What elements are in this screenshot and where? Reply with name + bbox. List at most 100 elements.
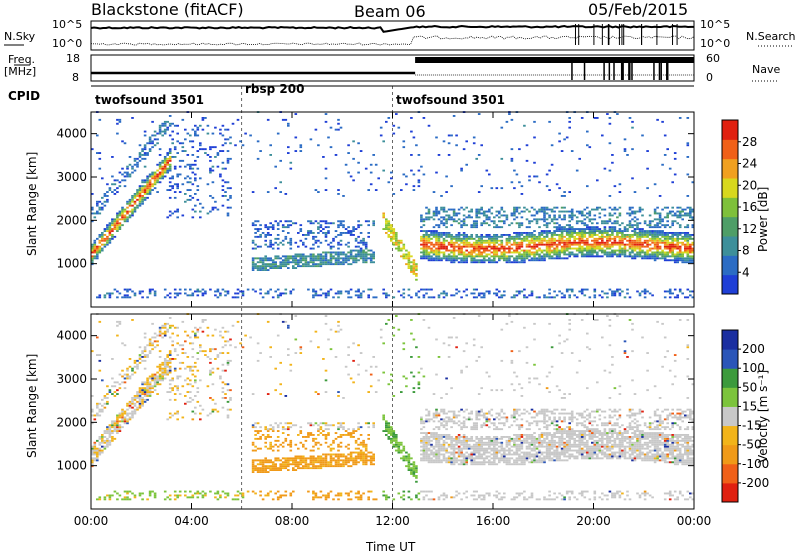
velocity-cell bbox=[327, 445, 330, 448]
velocity-cell bbox=[113, 420, 117, 423]
power-cell bbox=[563, 249, 566, 252]
velocity-cell bbox=[309, 457, 313, 460]
power-cell bbox=[259, 224, 262, 227]
velocity-cell bbox=[309, 434, 313, 436]
power-cell bbox=[691, 208, 695, 211]
power-cell bbox=[329, 247, 333, 250]
power-cell bbox=[553, 210, 556, 213]
power-cell bbox=[101, 239, 104, 242]
power-cell bbox=[176, 294, 179, 297]
power-cell bbox=[224, 138, 227, 141]
power-cell bbox=[631, 120, 634, 123]
power-cell bbox=[540, 257, 544, 260]
velocity-cell bbox=[294, 352, 298, 354]
power-cell bbox=[445, 235, 448, 238]
velocity-cell bbox=[116, 420, 119, 423]
velocity-cell bbox=[93, 449, 97, 452]
velocity-cell bbox=[289, 439, 293, 442]
velocity-cell bbox=[339, 494, 343, 497]
power-cell bbox=[261, 232, 265, 234]
power-cell bbox=[452, 249, 456, 252]
power-cell bbox=[128, 296, 132, 299]
power-cell bbox=[488, 173, 491, 176]
velocity-cell bbox=[352, 432, 355, 434]
velocity-cell bbox=[151, 387, 154, 390]
velocity-cell bbox=[143, 354, 147, 356]
power-cell bbox=[259, 245, 262, 248]
power-cell bbox=[447, 259, 451, 262]
power-cell bbox=[593, 255, 597, 258]
velocity-cell bbox=[156, 334, 159, 337]
power-cell bbox=[292, 267, 295, 269]
velocity-cell bbox=[204, 494, 207, 497]
power-cell bbox=[176, 152, 179, 154]
power-cell bbox=[465, 140, 468, 143]
velocity-cell bbox=[141, 393, 144, 395]
power-cell bbox=[462, 218, 466, 221]
power-cell bbox=[477, 191, 481, 193]
power-cell bbox=[528, 220, 531, 223]
velocity-cell bbox=[259, 436, 262, 438]
power-cell bbox=[608, 243, 612, 246]
power-cell bbox=[495, 224, 499, 227]
power-cell bbox=[545, 239, 549, 242]
power-cell bbox=[354, 259, 358, 262]
power-cell bbox=[201, 288, 205, 291]
power-cell bbox=[314, 290, 318, 293]
power-cell bbox=[465, 235, 468, 238]
power-cell bbox=[106, 191, 109, 193]
power-cell bbox=[186, 189, 190, 191]
velocity-cell bbox=[141, 492, 144, 495]
power-cell bbox=[309, 138, 313, 141]
power-cell bbox=[307, 263, 310, 266]
power-cell bbox=[141, 200, 144, 203]
power-cell bbox=[422, 234, 426, 236]
power-cell bbox=[606, 234, 609, 236]
power-cell bbox=[359, 232, 363, 234]
power-cell bbox=[586, 253, 589, 256]
power-cell bbox=[616, 290, 619, 293]
power-cell bbox=[601, 247, 604, 250]
power-cell bbox=[452, 253, 456, 256]
power-cell bbox=[359, 251, 363, 254]
power-cell bbox=[281, 230, 285, 232]
power-cell bbox=[681, 243, 684, 246]
power-cell bbox=[470, 253, 473, 256]
power-cell bbox=[425, 288, 428, 291]
power-cell bbox=[628, 214, 632, 217]
power-cell bbox=[596, 228, 599, 230]
power-cell bbox=[417, 296, 421, 299]
power-cell bbox=[648, 249, 652, 252]
velocity-cell bbox=[302, 459, 305, 462]
power-cell bbox=[467, 241, 471, 244]
power-cell bbox=[503, 259, 506, 262]
power-cell bbox=[430, 259, 433, 262]
power-cell bbox=[163, 288, 167, 291]
power-cell bbox=[465, 216, 468, 219]
power-cell bbox=[168, 163, 172, 166]
power-cell bbox=[324, 189, 328, 191]
power-cell bbox=[297, 261, 300, 264]
velocity-cell bbox=[91, 453, 94, 456]
power-cell bbox=[422, 296, 426, 299]
velocity-cell bbox=[156, 381, 159, 384]
power-cell bbox=[354, 245, 358, 248]
power-cell bbox=[256, 220, 260, 223]
power-cell bbox=[618, 241, 622, 244]
velocity-cell bbox=[108, 496, 112, 499]
power-cell bbox=[578, 220, 581, 223]
velocity-cell bbox=[362, 459, 365, 462]
power-cell bbox=[656, 257, 659, 260]
power-cell bbox=[349, 257, 353, 260]
power-cell bbox=[344, 253, 348, 256]
power-cell bbox=[342, 220, 345, 223]
power-cell bbox=[578, 232, 581, 234]
power-cell bbox=[116, 224, 119, 227]
velocity-cell bbox=[201, 494, 205, 497]
power-cell bbox=[251, 239, 255, 242]
power-cell bbox=[503, 290, 506, 293]
power-cell bbox=[226, 150, 230, 152]
power-cell bbox=[518, 148, 521, 151]
velocity-cell bbox=[332, 439, 335, 442]
power-cell bbox=[608, 237, 612, 240]
